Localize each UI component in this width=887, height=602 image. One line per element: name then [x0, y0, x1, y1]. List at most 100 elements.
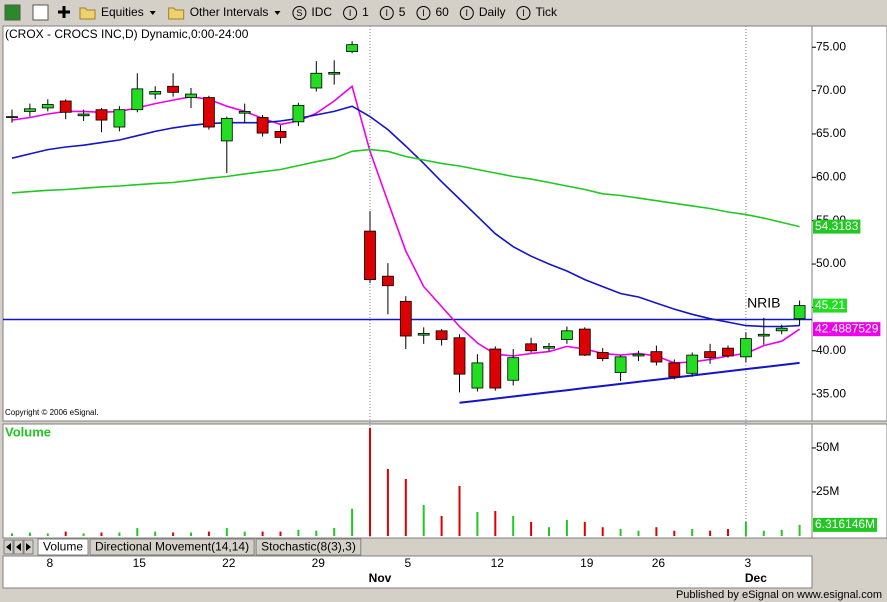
candle-body	[346, 44, 359, 52]
candle-body	[77, 113, 90, 117]
candle	[668, 359, 681, 380]
candle	[614, 355, 627, 382]
candle-body	[131, 88, 144, 111]
candle	[757, 317, 770, 345]
candle-body	[399, 300, 412, 337]
candle	[722, 345, 734, 358]
candle	[149, 86, 162, 100]
dropdown-arrow	[274, 11, 281, 15]
toolbar-label: Tick	[535, 5, 558, 19]
x-tick-label: 12	[491, 556, 505, 570]
candle-body	[41, 104, 54, 109]
candle-body	[453, 337, 466, 375]
candle	[740, 332, 752, 363]
footer: Published by eSignal on www.esignal.com	[676, 589, 882, 601]
y-tick-label: 50M	[816, 440, 839, 454]
trendline	[459, 361, 800, 404]
volume-bar	[333, 528, 336, 536]
candle	[220, 116, 233, 173]
candle-body	[704, 351, 716, 359]
candle	[238, 103, 251, 124]
volume-panel	[2, 423, 813, 539]
candle-body	[435, 330, 448, 340]
candle	[292, 102, 305, 127]
candle	[167, 73, 180, 97]
moving-average	[11, 105, 800, 328]
toolbar-button[interactable]: I 60	[416, 5, 449, 20]
volume-bar	[279, 531, 282, 536]
volume-bar	[315, 530, 318, 536]
volume-bar	[530, 521, 533, 536]
toolbar-icon[interactable]	[32, 4, 49, 21]
volume-bar	[225, 528, 228, 536]
chart-title: (CROX - CROCS INC,D) Dynamic,0:00-24:00	[5, 27, 249, 41]
volume-bar	[207, 531, 210, 536]
tab[interactable]: Volume	[37, 538, 89, 556]
candle-body	[757, 333, 770, 337]
x-tick-label: 5	[404, 556, 411, 570]
tab-shape[interactable]	[37, 538, 89, 556]
candle-body	[793, 305, 806, 320]
annotation: NRIB	[747, 295, 780, 311]
candle	[328, 60, 341, 85]
nav-icon	[6, 543, 11, 551]
toolbar-button[interactable]: I Tick	[516, 5, 558, 20]
volume-bar	[369, 427, 371, 536]
toolbar-button[interactable]: S IDC	[292, 5, 333, 20]
last-value-label: 45.21	[815, 298, 845, 312]
candle-body	[614, 356, 627, 373]
toolbar-label: 1	[362, 5, 369, 19]
volume-bar	[422, 505, 425, 536]
price-chart: (CROX - CROCS INC,D) Dynamic,0:00-24:00 C…	[3, 26, 881, 585]
toolbar-label: IDC	[311, 5, 332, 19]
tab-label: Stochastic(8(3),3)	[261, 540, 356, 554]
candle-body	[543, 346, 555, 349]
volume-bar	[261, 531, 264, 536]
volume-bar	[601, 527, 604, 536]
toolbar-icon-letter: I	[466, 8, 469, 18]
candle-body	[256, 117, 269, 134]
toolbar-icon[interactable]	[4, 4, 21, 21]
volume-bar	[297, 529, 300, 536]
tab[interactable]: Stochastic(8(3),3)	[255, 538, 362, 556]
x-tick-label: 15	[133, 556, 147, 570]
tab[interactable]: Directional Movement(14,14)	[89, 538, 255, 556]
candle-body	[775, 327, 788, 332]
toolbar-button[interactable]: I Daily	[459, 5, 505, 20]
volume-bar	[136, 528, 139, 536]
last-value-box	[813, 517, 878, 532]
volume-bar	[172, 532, 175, 536]
toolbar-icon-letter: I	[386, 8, 389, 18]
candle	[185, 88, 197, 108]
y-tick-label: 65.00	[816, 126, 846, 140]
candle-body	[364, 230, 376, 281]
candle-body	[59, 100, 72, 113]
candle	[578, 327, 591, 356]
toolbar-button[interactable]: Other Intervals	[168, 5, 281, 20]
volume-bar	[386, 468, 389, 536]
volume-bar	[11, 533, 13, 536]
candle	[346, 41, 359, 54]
dropdown-arrow	[149, 11, 156, 15]
volume-chart: Volume 25M 50M 6.316146M	[5, 424, 878, 536]
candle-body	[417, 333, 430, 336]
tab-nav[interactable]	[3, 539, 34, 555]
y-tick-label: 40.00	[816, 343, 846, 357]
volume-bar	[190, 532, 192, 536]
toolbar-icon-circle	[459, 6, 474, 20]
candle-body	[471, 362, 484, 389]
tab-shape[interactable]	[255, 538, 362, 556]
candle	[399, 296, 412, 350]
toolbar-icon[interactable]	[58, 6, 70, 18]
volume-bar	[351, 508, 354, 536]
candle-body	[722, 347, 734, 357]
x-tick-label: 19	[580, 556, 594, 570]
volume-bar	[744, 521, 747, 536]
candle	[113, 106, 126, 132]
toolbar-button[interactable]: Equities	[79, 5, 156, 20]
tab-shape[interactable]	[89, 538, 255, 556]
last-value-label: 54.3183	[815, 219, 859, 233]
toolbar-icon-circle	[416, 6, 431, 20]
